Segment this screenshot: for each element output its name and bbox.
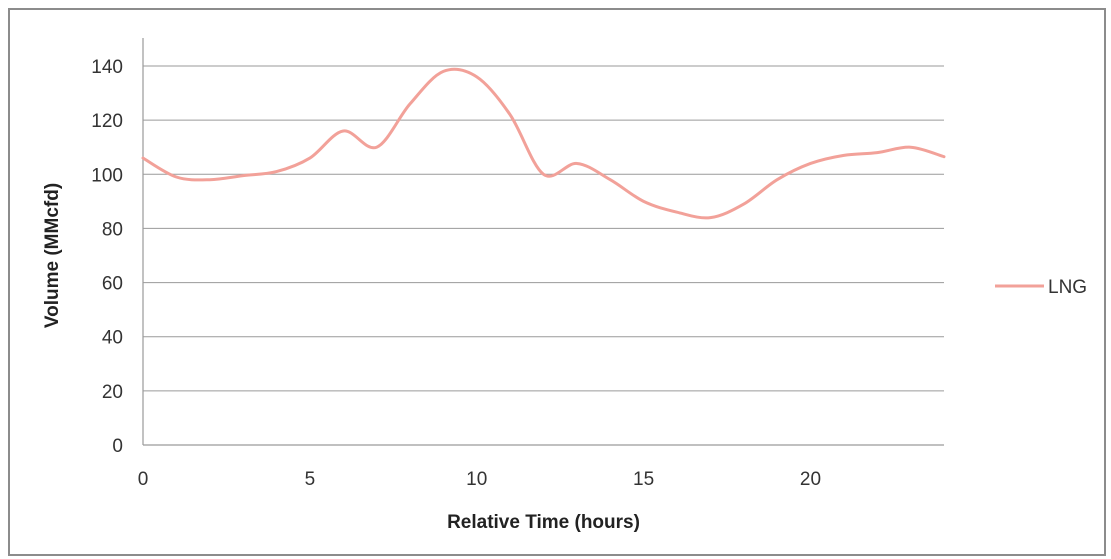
x-tick-label-20: 20	[800, 469, 821, 490]
chart-svg: 0 20 40 60 80 100 120 140 0 5 10 15 20 Relative Time…	[42, 38, 1087, 533]
y-tick-label-40: 40	[102, 328, 123, 349]
y-tick-label-120: 120	[91, 111, 123, 132]
y-axis-title: Volume (MMcfd)	[42, 183, 63, 328]
y-tick-label-60: 60	[102, 274, 123, 295]
axes	[142, 38, 944, 446]
legend-label-lng: LNG	[1048, 277, 1087, 298]
series-lines	[141, 67, 946, 220]
tick-labels: 0 20 40 60 80 100 120 140 0 5 10 15 20	[91, 57, 821, 490]
y-tick-label-80: 80	[102, 219, 123, 240]
series-line-lng	[141, 67, 946, 220]
chart-frame: 0 20 40 60 80 100 120 140 0 5 10 15 20 Relative Time…	[8, 8, 1106, 556]
x-tick-label-0: 0	[138, 469, 149, 490]
x-tick-label-10: 10	[466, 469, 487, 490]
legend: LNG	[995, 277, 1087, 298]
y-tick-label-100: 100	[91, 165, 123, 186]
x-tick-label-5: 5	[305, 469, 316, 490]
x-tick-label-15: 15	[633, 469, 654, 490]
y-tick-label-140: 140	[91, 57, 123, 78]
y-tick-label-0: 0	[112, 436, 123, 457]
gridlines	[143, 65, 944, 392]
x-axis-title: Relative Time (hours)	[447, 512, 640, 533]
y-tick-label-20: 20	[102, 382, 123, 403]
